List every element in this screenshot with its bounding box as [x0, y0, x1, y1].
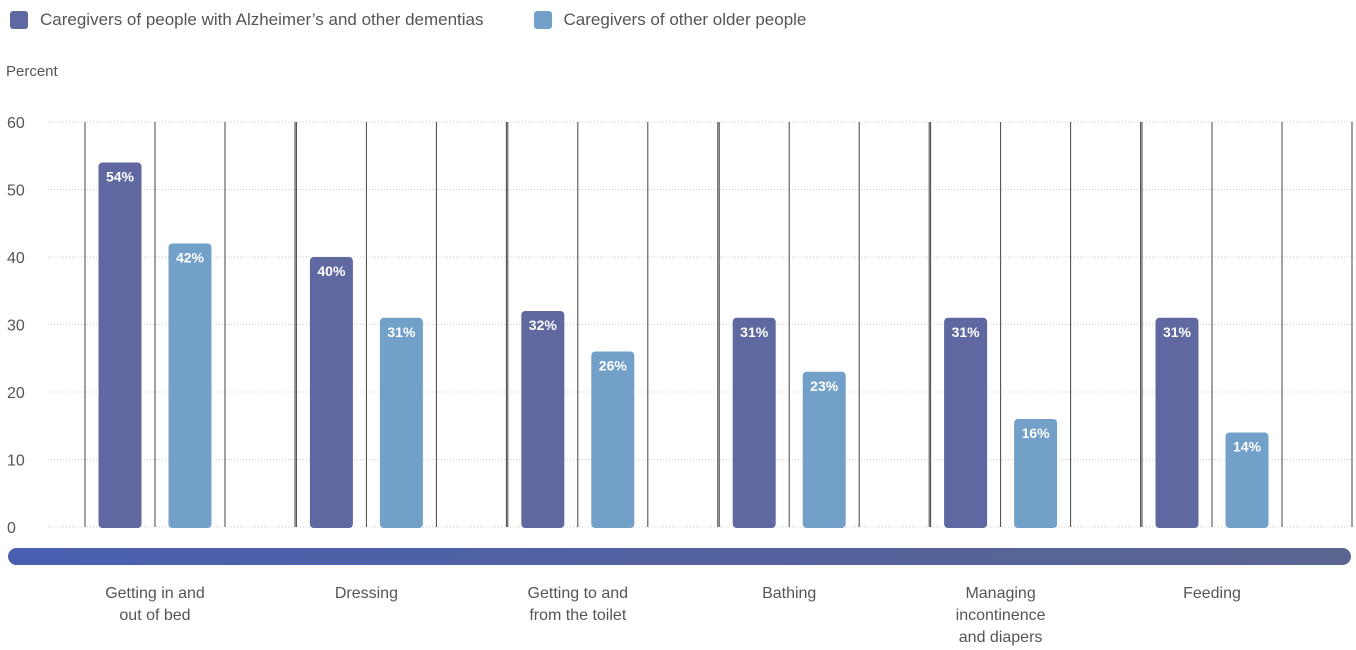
bar — [732, 317, 776, 528]
category-label: Bathing — [762, 585, 816, 602]
bar-value-label: 31% — [740, 324, 769, 340]
bar — [1155, 317, 1199, 528]
bar — [309, 257, 353, 528]
category-label: Getting to and from the toilet — [528, 585, 629, 624]
bar-value-label: 14% — [1233, 439, 1262, 455]
category-label-line: incontinence — [956, 607, 1046, 624]
y-tick-label: 50 — [7, 183, 25, 200]
group-dividers — [84, 122, 1353, 527]
bar — [944, 317, 988, 528]
legend-label-series2: Caregivers of other older people — [563, 10, 807, 29]
bar-value-label: 31% — [387, 324, 416, 340]
category-labels: Getting in and out of bed Dressing Getting … — [105, 585, 1241, 646]
bar-value-label: 40% — [317, 263, 346, 279]
category-label-line: Getting in and — [105, 585, 205, 602]
y-tick-label: 30 — [7, 318, 25, 335]
category-label: Feeding — [1183, 585, 1241, 602]
y-tick-label: 20 — [7, 385, 25, 402]
category-label-line: and diapers — [959, 629, 1043, 646]
category-label-line: Bathing — [762, 585, 816, 602]
bar-value-label: 32% — [529, 317, 558, 333]
bar-value-label: 26% — [599, 358, 628, 374]
bar — [1014, 419, 1058, 528]
category-label: Getting in and out of bed — [105, 585, 205, 624]
y-axis-label: Percent — [6, 63, 58, 80]
legend-swatch-series2 — [533, 11, 552, 29]
category-label-line: Dressing — [335, 585, 398, 602]
legend-item-series1: Caregivers of people with Alzheimer’s an… — [10, 10, 484, 30]
category-label-line: Managing — [965, 585, 1035, 602]
bar — [802, 371, 846, 528]
category-label: Dressing — [335, 585, 398, 602]
bar — [1225, 432, 1269, 528]
legend-swatch-series1 — [10, 11, 28, 29]
x-axis-band — [8, 548, 1351, 565]
bar-value-label: 23% — [810, 378, 839, 394]
bar — [168, 243, 212, 528]
category-label: Managing incontinence and diapers — [956, 585, 1046, 646]
y-tick-label: 0 — [7, 520, 16, 537]
bars: 54% 42% 40% 31% 32% 26% 31% 23% 31% 16% 31% 14% — [98, 162, 1269, 528]
bar — [591, 351, 635, 528]
bar — [98, 162, 142, 528]
bar-value-label: 54% — [106, 169, 135, 185]
bar-value-label: 31% — [1163, 324, 1192, 340]
bar-value-label: 16% — [1022, 425, 1051, 441]
category-label-line: Getting to and — [528, 585, 629, 602]
category-label-line: from the toilet — [529, 607, 626, 624]
bar — [521, 311, 565, 528]
legend-item-series2: Caregivers of other older people — [533, 10, 807, 30]
grid-lines: 0 10 20 30 40 50 60 — [7, 115, 1356, 537]
legend-label-series1: Caregivers of people with Alzheimer’s an… — [40, 10, 484, 29]
bar-value-label: 31% — [952, 324, 981, 340]
legend: Caregivers of people with Alzheimer’s an… — [10, 10, 856, 30]
category-label-line: out of bed — [119, 607, 190, 624]
bar-value-label: 42% — [176, 250, 205, 266]
y-tick-label: 60 — [7, 115, 25, 132]
y-tick-label: 40 — [7, 250, 25, 267]
category-label-line: Feeding — [1183, 585, 1241, 602]
y-tick-label: 10 — [7, 453, 25, 470]
bar — [379, 317, 423, 528]
